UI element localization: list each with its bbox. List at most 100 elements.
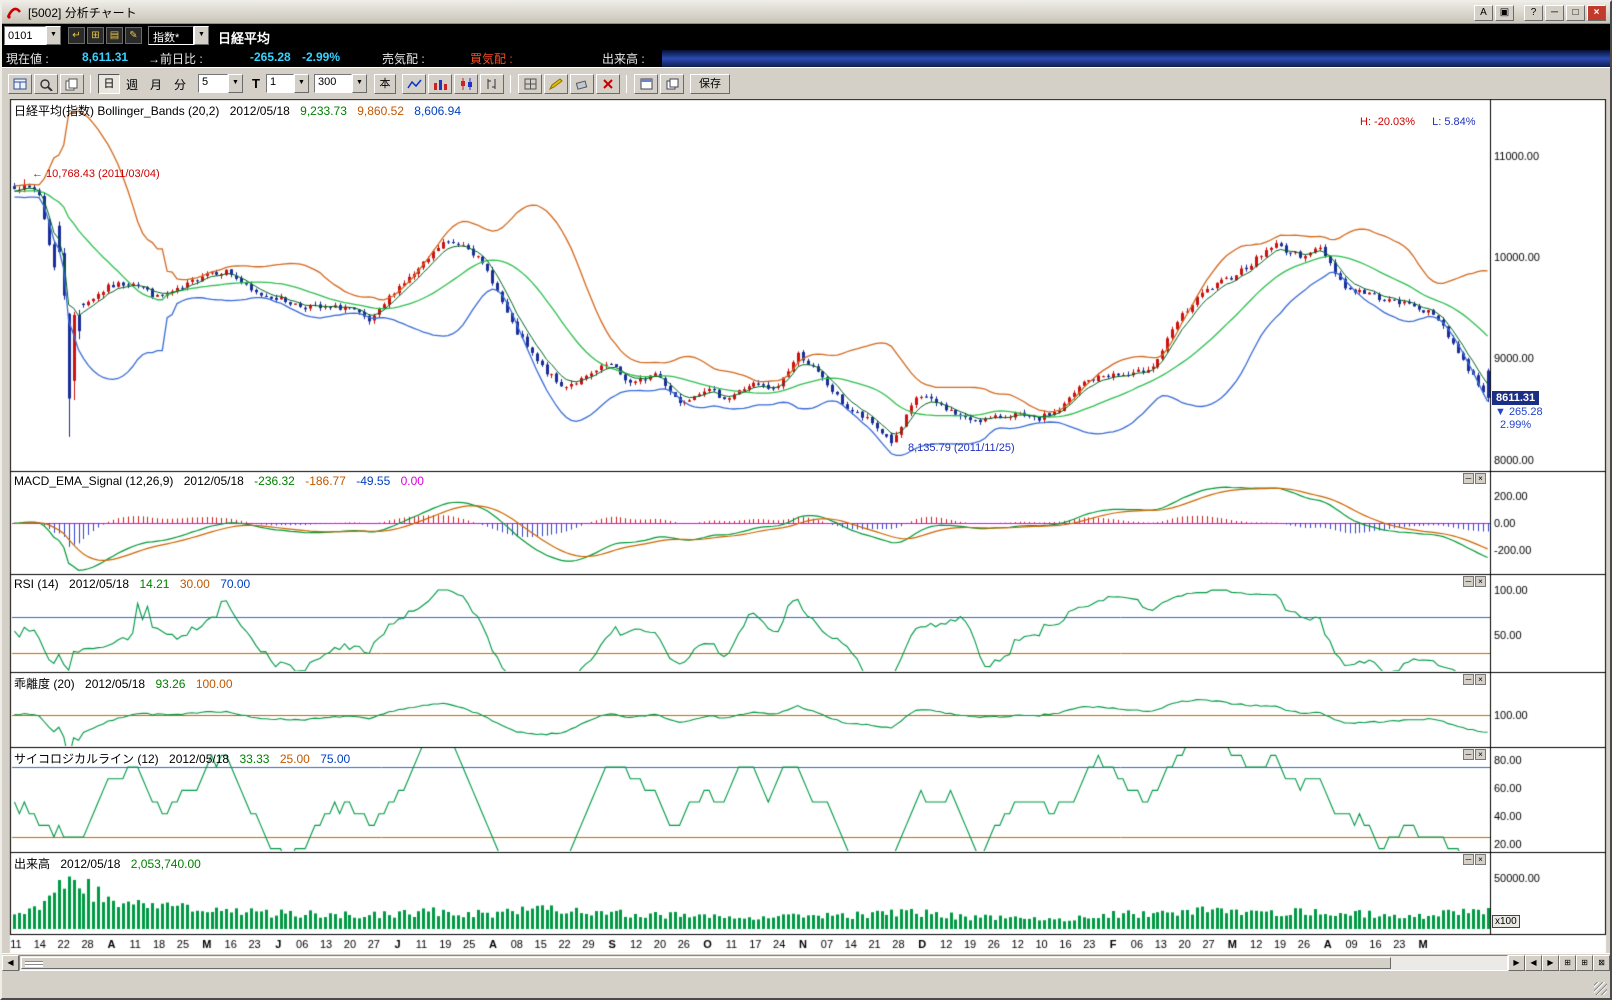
macd-panel-title: MACD_EMA_Signal (12,26,9) [14,474,174,488]
save-button[interactable]: 保存 [690,74,730,94]
board-button[interactable] [8,74,32,94]
scrollbar-track[interactable] [19,954,1508,971]
psych-value: 33.33 [239,752,270,766]
price-pct-badge: 2.99% [1500,419,1532,431]
nav-prev-button[interactable]: ◀ [1525,954,1542,971]
edit-button[interactable]: ✎ [125,27,142,44]
price-change-badge: ▼ 265.28 [1495,406,1543,418]
psych-panel-title: サイコロジカルライン (12) [14,752,159,766]
volume-scale-badge: x100 [1492,915,1520,928]
duplicate-window-button[interactable] [660,74,684,94]
psych-panel-controls: ─ × [1463,749,1486,760]
high-annotation: ← 10,768.43 (2011/03/04) [32,168,160,180]
prev-diff-value: -265.28 [250,50,291,64]
bar-chart-button[interactable] [428,74,452,94]
kairi-panel-header: 乖離度 (20) 2012/05/18 93.26 100.00 [14,675,240,692]
macd-close-button[interactable]: × [1475,473,1486,484]
eraser-button[interactable] [570,74,594,94]
toolbar-separator [626,75,627,93]
close-button[interactable]: × [1587,4,1606,21]
search-button[interactable] [34,74,58,94]
scroll-right-button[interactable]: ▶ [1508,954,1525,971]
macd-signal-value: -186.77 [305,474,346,488]
kairi-minimize-button[interactable]: ─ [1463,674,1474,685]
window-title: [5002] 分析チャート [28,6,137,20]
rsi-panel-header: RSI (14) 2012/05/18 14.21 30.00 70.00 [14,577,257,591]
draw-line-button[interactable] [544,74,568,94]
period-week-button[interactable]: 週 [126,78,139,92]
tick-count-dropdown[interactable]: ▼ [294,74,309,93]
bar-count-value[interactable]: 300 [314,74,352,93]
low-annotation: 8,135.79 (2011/11/25) [908,442,1015,454]
new-window-button[interactable] [634,74,658,94]
enter-button[interactable]: ↵ [68,27,85,44]
resize-grip[interactable] [1594,982,1607,995]
psych-minimize-button[interactable]: ─ [1463,749,1474,760]
tick-count-value[interactable]: 1 [266,74,294,93]
grid-toggle-button[interactable] [518,74,542,94]
main-panel-header: 日経平均(指数) Bollinger_Bands (20,2) 2012/05/… [14,102,468,119]
memo-button[interactable]: ▤ [106,27,123,44]
volume-minimize-button[interactable]: ─ [1463,854,1474,865]
maximize-button[interactable]: □ [1566,4,1585,21]
rsi-minimize-button[interactable]: ─ [1463,576,1474,587]
hilo-chart-button[interactable] [480,74,504,94]
psych-close-button[interactable]: × [1475,749,1486,760]
rsi-panel-date: 2012/05/18 [69,577,130,591]
period-month-button[interactable]: 月 [150,78,163,92]
category-value[interactable]: 指数* [148,26,194,45]
current-price-badge: 8611.31 [1492,391,1540,405]
scrollbar-thumb[interactable] [21,956,1391,969]
tick-count-combo: 1 ▼ [266,74,309,93]
period-day-button[interactable]: 日 [98,74,120,94]
volume-close-button[interactable]: × [1475,854,1486,865]
kairi-panel-date: 2012/05/18 [85,677,146,691]
volume-panel-date: 2012/05/18 [60,857,121,871]
help-button[interactable]: ? [1524,4,1543,21]
quote-gradient-strip [662,50,1610,69]
macd-hist-value: -49.55 [356,474,391,488]
macd-minimize-button[interactable]: ─ [1463,473,1474,484]
bars-unit-button[interactable]: 本 [374,74,396,94]
rsi-low-level: 30.00 [179,577,210,591]
minute-count-value[interactable]: 5 [198,74,228,93]
prev-diff-pct: -2.99% [302,50,341,64]
font-size-button[interactable]: A [1474,4,1493,21]
macd-zero-value: 0.00 [400,474,424,488]
grid-quick-button[interactable]: ⊞ [87,27,104,44]
minute-count-dropdown[interactable]: ▼ [228,74,243,93]
psych-panel-header: サイコロジカルライン (12) 2012/05/18 33.33 25.00 7… [14,750,357,767]
category-combo: 指数* ▼ [148,26,209,45]
psych-panel-date: 2012/05/18 [169,752,230,766]
toolbar-separator [90,75,91,93]
bar-count-combo: 300 ▼ [314,74,367,93]
nav-next-button[interactable]: ▶ [1542,954,1559,971]
scroll-left-button[interactable]: ◀ [2,954,19,971]
period-minute-button[interactable]: 分 [174,78,187,92]
kairi-panel-controls: ─ × [1463,674,1486,685]
kairi-close-button[interactable]: × [1475,674,1486,685]
category-dropdown-button[interactable]: ▼ [194,26,209,45]
code-input[interactable] [4,26,46,45]
detach-button[interactable]: ⊠ [1593,954,1610,971]
copy-button[interactable] [60,74,84,94]
bar-count-dropdown[interactable]: ▼ [352,74,367,93]
candle-chart-button[interactable] [454,74,478,94]
kairi-panel-title: 乖離度 (20) [14,677,75,691]
code-combo: ▼ [4,26,61,45]
minimize-button[interactable]: ─ [1545,4,1564,21]
quote-header-bar: ▼ ↵ ⊞ ▤ ✎ 指数* ▼ 日経平均 [2,24,1610,48]
layout-grid2-button[interactable]: ⊞ [1576,954,1593,971]
macd-value: -236.32 [254,474,295,488]
volume-value: 2,053,740.00 [130,857,201,871]
line-chart-button[interactable] [402,74,426,94]
code-dropdown-button[interactable]: ▼ [46,26,61,45]
delete-drawing-button[interactable] [596,74,620,94]
rsi-close-button[interactable]: × [1475,576,1486,587]
board-window-button[interactable]: ▣ [1495,4,1514,21]
main-panel-date: 2012/05/18 [229,104,290,118]
layout-grid-button[interactable]: ⊞ [1559,954,1576,971]
macd-panel-controls: ─ × [1463,473,1486,484]
